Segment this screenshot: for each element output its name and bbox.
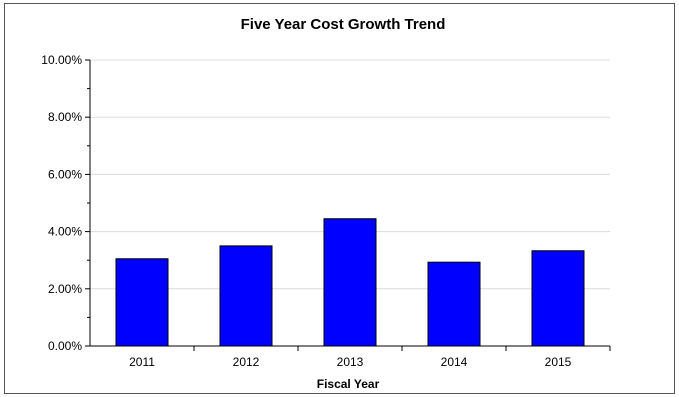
bar-2014 (427, 261, 481, 347)
x-tick-label: 2014 (441, 355, 468, 369)
bar-2011 (115, 258, 169, 347)
x-tick-label: 2012 (233, 355, 260, 369)
bar-2013 (323, 218, 377, 347)
x-tick-label: 2013 (337, 355, 364, 369)
chart-title: Five Year Cost Growth Trend (241, 16, 446, 33)
bars (115, 218, 585, 347)
y-tick-label: 10.00% (41, 53, 82, 67)
x-axis-title: Fiscal Year (317, 377, 380, 391)
bar-2012 (219, 245, 273, 347)
x-tick-label: 2011 (129, 355, 155, 369)
x-axis-ticks: 2011 2012 2013 2014 2015 (129, 346, 611, 369)
y-tick-label: 8.00% (48, 110, 82, 124)
bar-2015 (531, 250, 585, 347)
y-tick-label: 6.00% (48, 167, 82, 181)
y-tick-label: 2.00% (48, 282, 82, 296)
x-tick-label: 2015 (545, 355, 572, 369)
y-tick-label: 4.00% (48, 225, 82, 239)
y-tick-label: 0.00% (48, 339, 82, 353)
y-axis-ticks: 0.00% 2.00% 4.00% 6.00% 8.00% 10.00% (41, 53, 90, 353)
